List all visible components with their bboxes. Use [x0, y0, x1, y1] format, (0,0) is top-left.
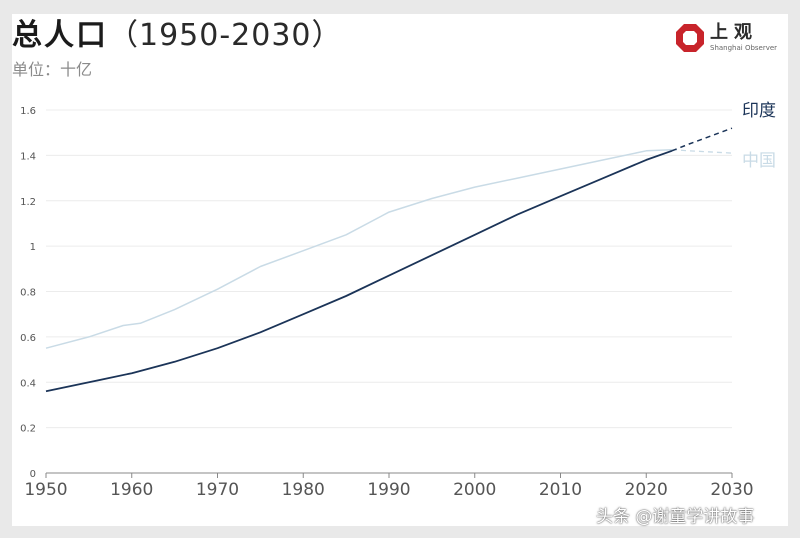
logo-name-en: Shanghai Observer [710, 44, 778, 52]
x-axis-labels: 1950 1960 1970 1980 1990 2000 2010 2020 2030 [24, 480, 753, 500]
y-tick-label: 0.6 [20, 333, 36, 344]
y-axis: 0 0.2 0.4 0.6 0.8 1 1.2 1.4 1.6 [20, 106, 36, 480]
series-line [45, 149, 673, 393]
x-tick-label: 1950 [24, 480, 67, 500]
logo-name-cn: 上观 [710, 22, 758, 43]
x-tick-label: 2020 [625, 480, 668, 500]
watermark: 头条 @谢童学讲故事 [596, 507, 755, 527]
y-tick-label: 0 [30, 469, 36, 480]
page-title: 总人口（1950-2030） [12, 18, 343, 54]
logo: 上观 Shanghai Observer [674, 18, 777, 62]
x-tick-label: 2030 [710, 480, 753, 500]
unit-label: 单位：十亿 [12, 60, 93, 79]
series-label: 印度 [742, 101, 776, 121]
series [45, 127, 733, 393]
y-tick-label: 1 [30, 242, 36, 253]
x-tick-label: 2000 [453, 480, 496, 500]
x-tick-label: 1960 [110, 480, 153, 500]
y-tick-label: 0.2 [20, 424, 36, 435]
y-tick-label: 0.4 [20, 378, 36, 389]
x-tick-label: 1990 [367, 480, 410, 500]
logo-mark-icon [676, 24, 704, 52]
y-tick-label: 1.6 [20, 106, 36, 117]
series-projection [671, 149, 733, 154]
x-tick-label: 2010 [539, 480, 582, 500]
x-tick-label: 1970 [196, 480, 239, 500]
y-tick-label: 1.4 [20, 151, 36, 162]
series-line [45, 148, 673, 349]
x-axis [45, 472, 733, 478]
chart-title-range: （1950-2030） [108, 18, 343, 53]
y-tick-label: 0.8 [20, 288, 36, 299]
chart-title: 总人口 [12, 18, 108, 53]
x-tick-label: 1980 [282, 480, 325, 500]
series-projection [671, 127, 733, 152]
y-tick-label: 1.2 [20, 197, 36, 208]
series-label: 中国 [742, 151, 776, 171]
grid [46, 109, 732, 429]
